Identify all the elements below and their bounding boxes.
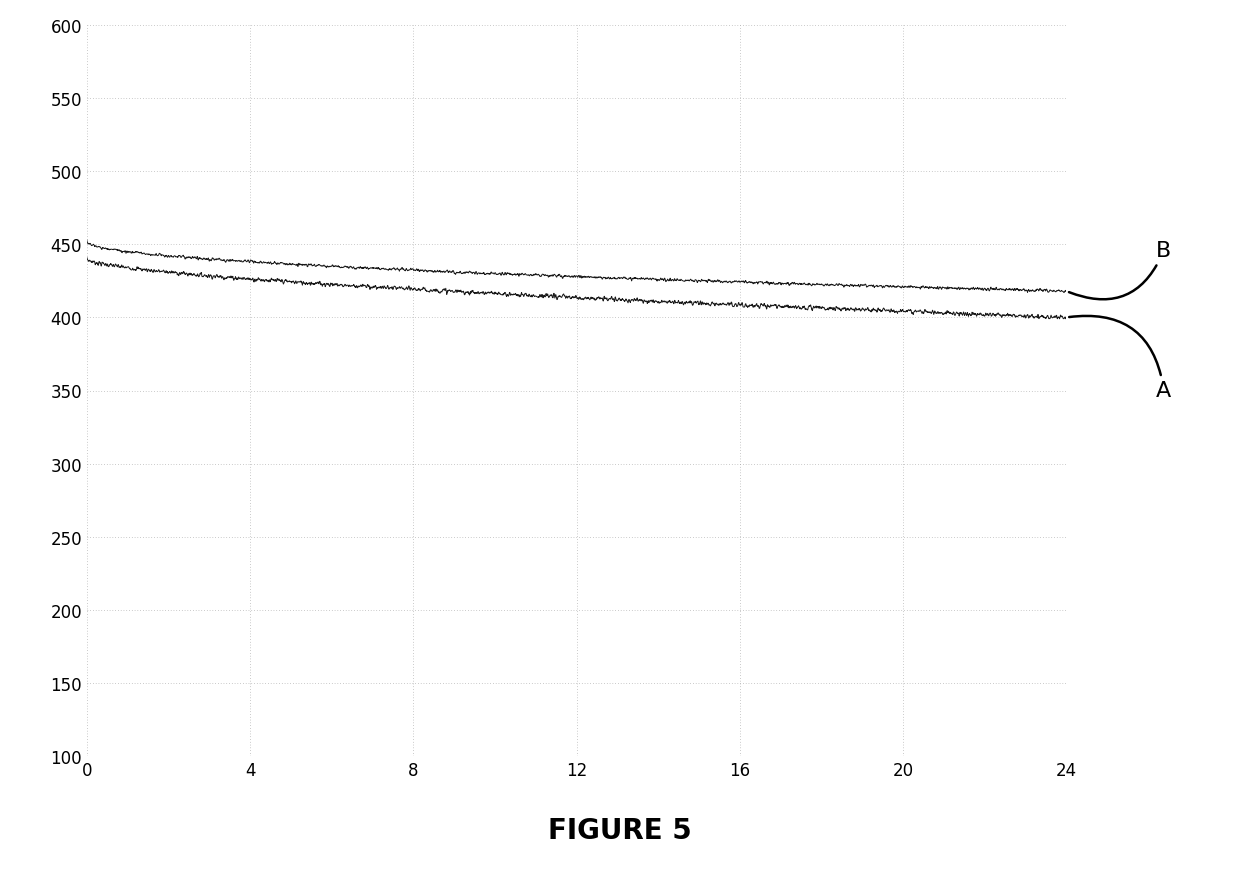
- Text: FIGURE 5: FIGURE 5: [548, 816, 692, 844]
- Text: A: A: [1069, 316, 1172, 401]
- Text: B: B: [1069, 241, 1172, 300]
